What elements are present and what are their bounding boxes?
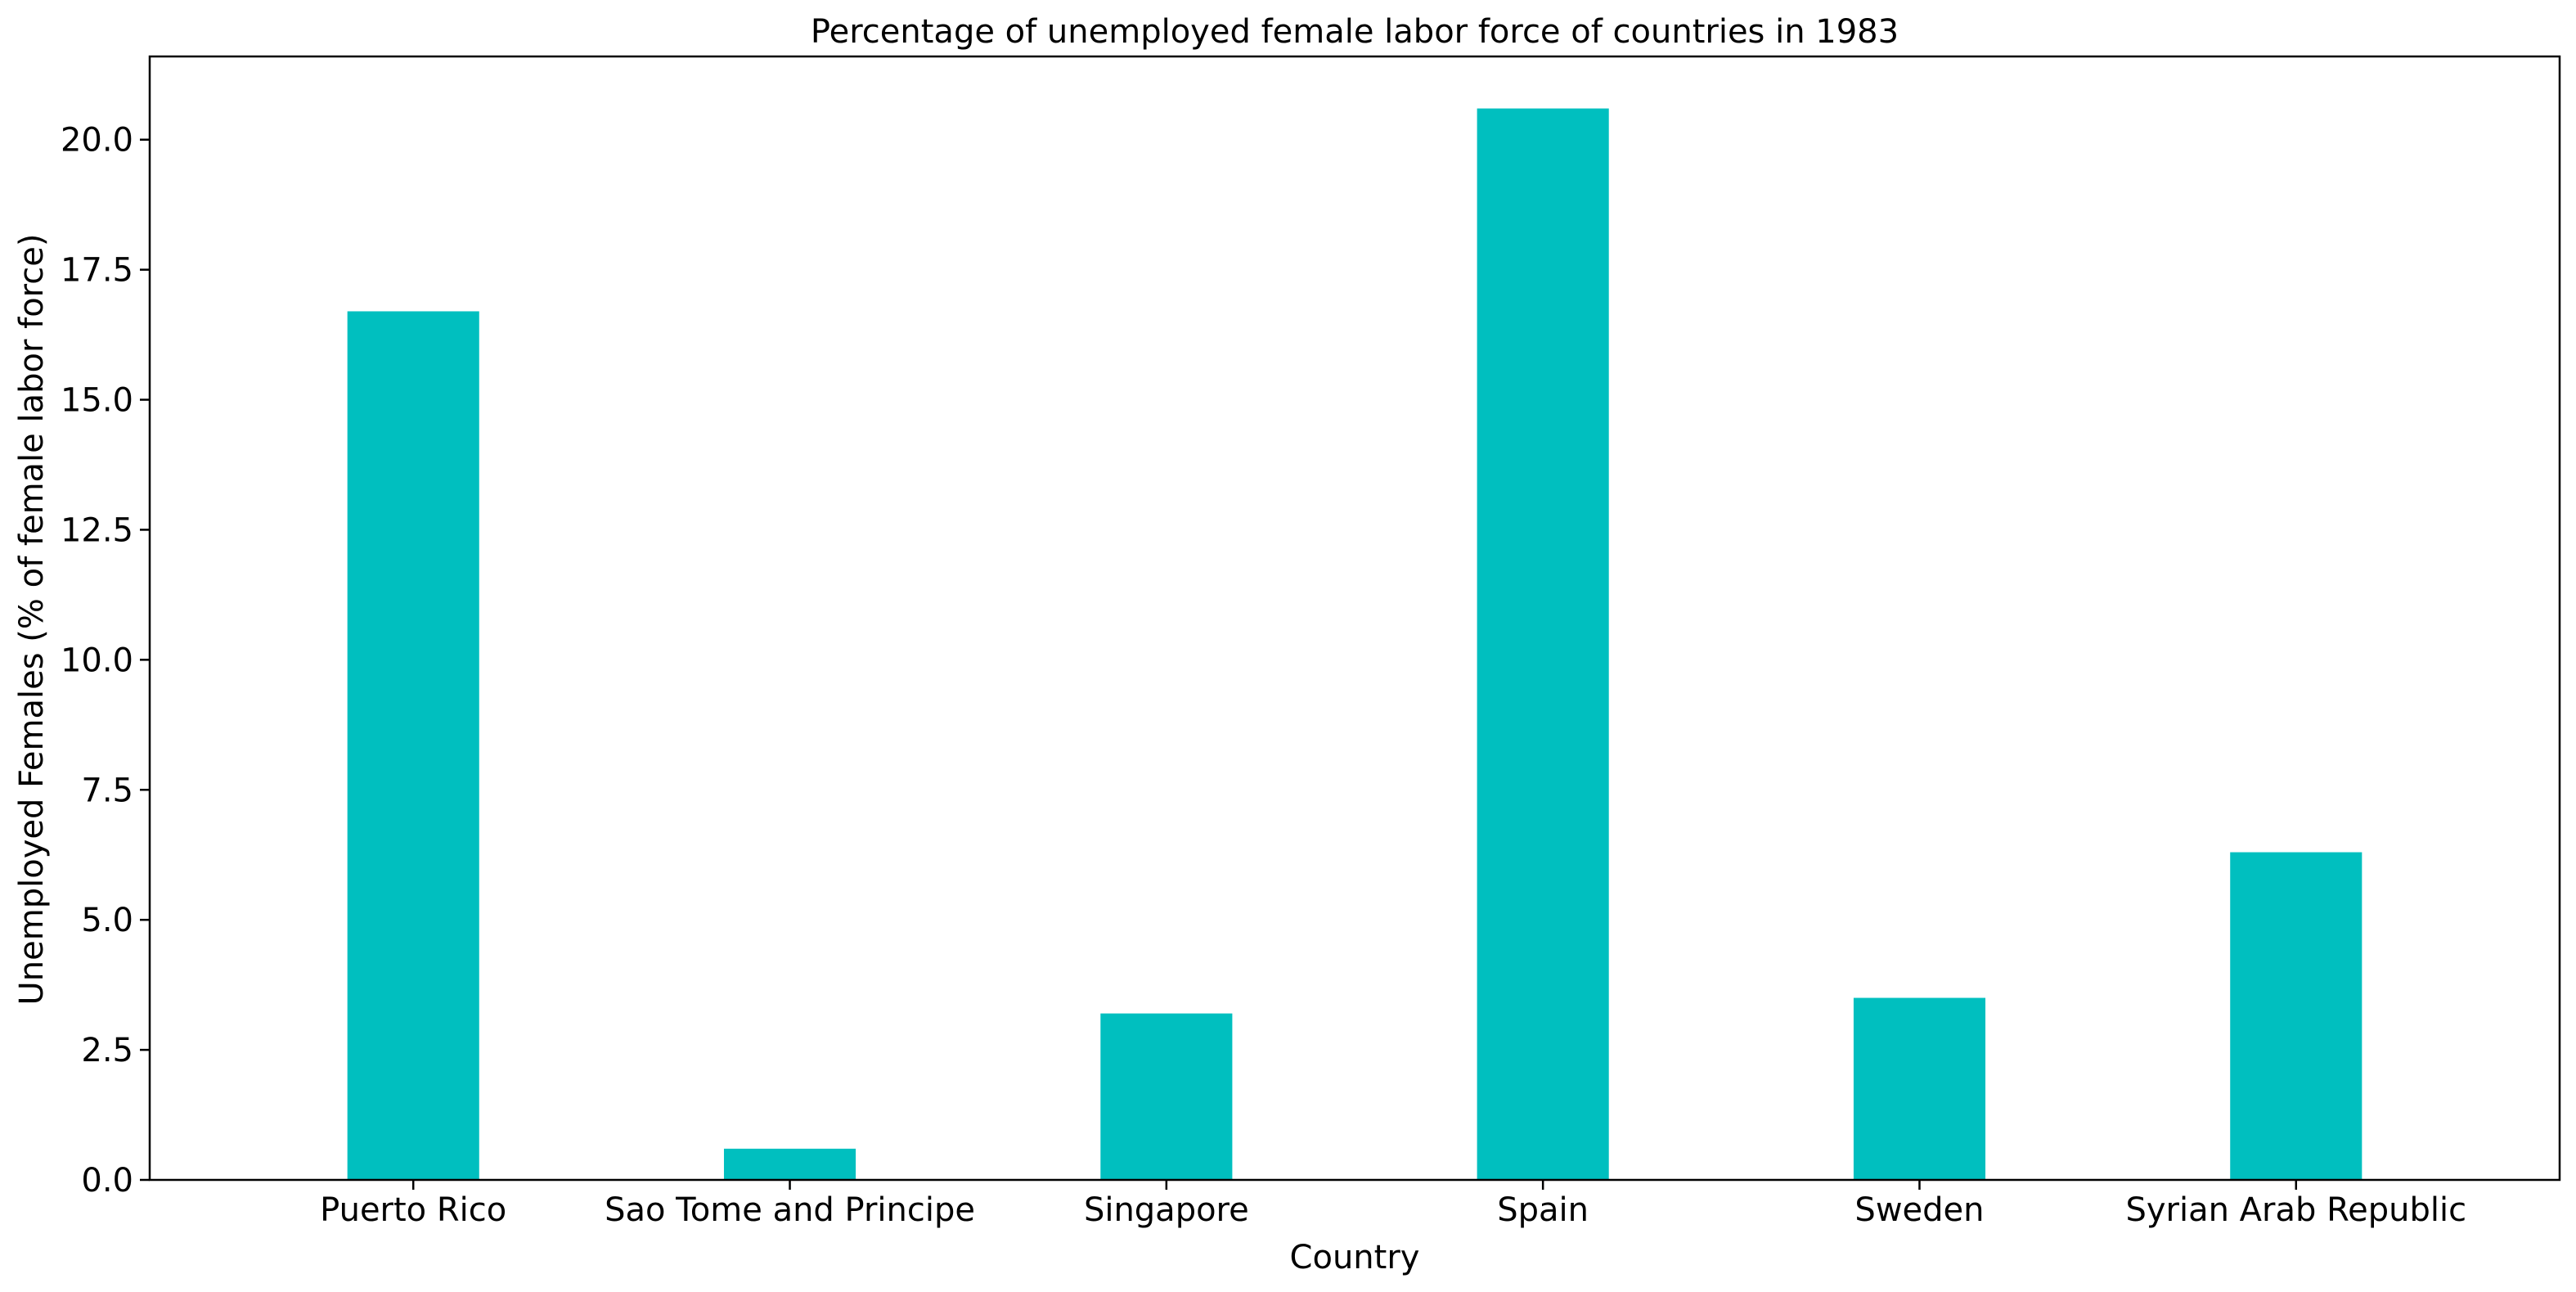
bar-0 bbox=[347, 311, 479, 1181]
y-tick-label: 5.0 bbox=[81, 902, 133, 939]
x-tick-label: Spain bbox=[1497, 1191, 1589, 1229]
x-axis-label: Country bbox=[1290, 1239, 1420, 1276]
x-tick-label: Syrian Arab Republic bbox=[2125, 1191, 2466, 1229]
x-tick-label: Sao Tome and Principe bbox=[605, 1191, 975, 1229]
bar-2 bbox=[1100, 1013, 1233, 1180]
y-tick-label: 7.5 bbox=[81, 772, 133, 809]
y-tick-label: 2.5 bbox=[81, 1032, 133, 1069]
x-tick-label: Puerto Rico bbox=[320, 1191, 506, 1229]
bar-3 bbox=[1477, 108, 1609, 1180]
y-axis-ticks: 0.0 2.5 5.0 7.5 10.0 12.5 15.0 17.5 20.0 bbox=[61, 122, 150, 1200]
y-tick-label: 20.0 bbox=[61, 122, 133, 160]
bar-5 bbox=[2230, 852, 2362, 1180]
x-axis-ticks: Puerto Rico Sao Tome and Principe Singapor… bbox=[320, 1180, 2466, 1229]
y-axis-label: Unemployed Females (% of female labor fo… bbox=[13, 234, 51, 1006]
y-tick-label: 10.0 bbox=[61, 641, 133, 679]
x-tick-label: Sweden bbox=[1854, 1191, 1984, 1229]
x-tick-label: Singapore bbox=[1084, 1191, 1249, 1229]
bars-group bbox=[347, 108, 2362, 1181]
y-tick-label: 0.0 bbox=[81, 1162, 133, 1200]
plot-frame bbox=[148, 55, 2561, 1182]
y-tick-label: 17.5 bbox=[61, 252, 133, 290]
y-tick-label: 15.0 bbox=[61, 382, 133, 420]
y-tick-label: 12.5 bbox=[61, 511, 133, 549]
bar-4 bbox=[1853, 997, 1986, 1180]
chart-title: Percentage of unemployed female labor fo… bbox=[811, 13, 1899, 51]
bar-1 bbox=[723, 1148, 856, 1180]
